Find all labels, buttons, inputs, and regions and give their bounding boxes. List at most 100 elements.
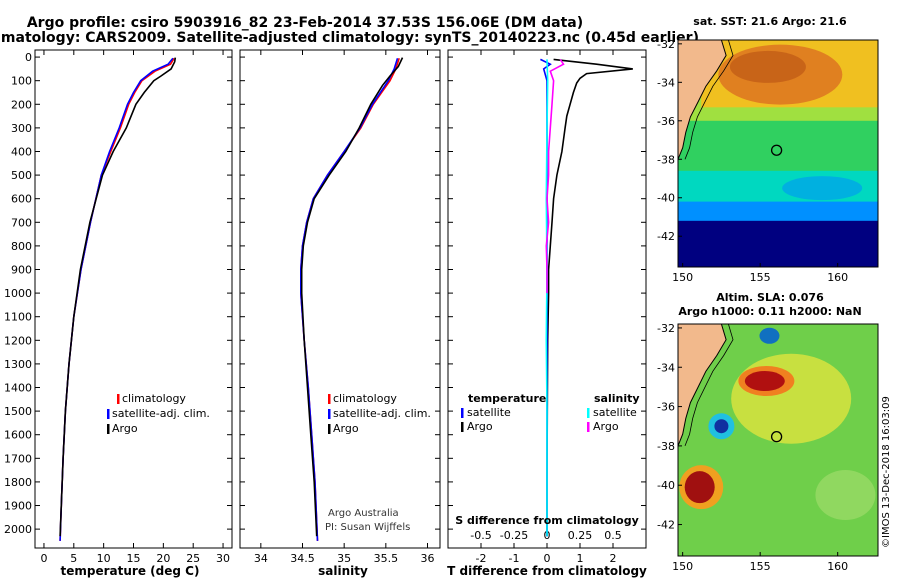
figure-title-line2: Climatology: CARS2009. Satellite-adjuste… <box>0 30 699 46</box>
depth-tick-label: 1800 <box>4 476 32 489</box>
depth-tick-label: 600 <box>11 193 32 206</box>
coastline <box>678 324 727 447</box>
x-tick-label: 25 <box>186 552 200 565</box>
series-sal-satellite <box>545 59 549 537</box>
panel-frame <box>34 49 233 549</box>
lat-tick-label: -38 <box>657 440 675 453</box>
x-tick-label: 20 <box>156 552 170 565</box>
land <box>678 324 727 446</box>
diff-legend-sal-argo: Argo <box>593 420 619 433</box>
sla-map-title: Altim. SLA: 0.076 <box>716 291 824 304</box>
shelf-contour <box>684 324 734 447</box>
lat-tick-label: -32 <box>657 322 675 335</box>
lat-tick-label: -38 <box>657 153 675 166</box>
figure-title-line1: Argo profile: csiro 5903916_82 23-Feb-20… <box>27 15 583 31</box>
top-tick-label: 0.25 <box>568 529 593 542</box>
sla-high2-core <box>684 471 715 504</box>
series-sal-argo <box>545 58 565 294</box>
top-tick-label: -0.25 <box>500 529 528 542</box>
sal-legend-satellite: satellite-adj. clim. <box>333 407 431 420</box>
diff-legend-temp-header: temperature <box>468 392 546 405</box>
legend-marker-sal-argo <box>587 422 590 432</box>
sla-map: -32 -34 -36 -38 -40 -42 150 155 160 <box>657 322 879 573</box>
top-tick-label: -0.5 <box>470 529 491 542</box>
legend-marker-argo <box>107 424 110 434</box>
sst-cyan-patch <box>782 176 863 201</box>
diff-legend-sal-sat: satellite <box>593 406 637 419</box>
x-tick-label: 2 <box>610 552 617 565</box>
temp-legend-climatology: climatology <box>122 392 186 405</box>
diff-xlabel: T difference from climatology <box>447 564 647 578</box>
x-tick-label: 34.5 <box>290 552 315 565</box>
argo-position-marker <box>770 144 783 156</box>
x-tick-label: 35.5 <box>374 552 399 565</box>
panel-frame <box>239 49 441 549</box>
temp-legend-argo: Argo <box>112 422 138 435</box>
legend-marker-climatology <box>328 394 331 404</box>
x-tick-label: 36 <box>421 552 435 565</box>
x-tick-label: 34 <box>254 552 268 565</box>
depth-tick-label: 500 <box>11 169 32 182</box>
temperature-panel: 0100200300400500600700800900100011001200… <box>4 49 233 565</box>
lat-tick-label: -42 <box>657 230 675 243</box>
diff-legend-temp-sat: satellite <box>467 406 511 419</box>
legend-marker-temp-satellite <box>461 408 464 418</box>
sla-field-patch <box>815 470 876 521</box>
salinity-xlabel: salinity <box>318 564 368 578</box>
sal-note-1: Argo Australia <box>328 508 399 519</box>
sla-map-subtitle: Argo h1000: 0.11 h2000: NaN <box>678 305 861 318</box>
lat-tick-label: -32 <box>657 38 675 51</box>
x-tick-label: -1 <box>509 552 520 565</box>
sst-map-title: sat. SST: 21.6 Argo: 21.6 <box>693 15 847 28</box>
x-tick-label: 5 <box>70 552 77 565</box>
sla-low-core <box>714 419 729 434</box>
x-tick-label: 30 <box>216 552 230 565</box>
lat-tick-label: -40 <box>657 192 675 205</box>
depth-tick-label: 2000 <box>4 523 32 536</box>
diff-legend-sal-header: salinity <box>594 392 640 405</box>
top-tick-label: 0.5 <box>604 529 622 542</box>
lon-tick-label: 160 <box>827 271 848 284</box>
argo-position-marker <box>770 431 783 443</box>
x-tick-label: 15 <box>127 552 141 565</box>
depth-tick-label: 0 <box>25 51 32 64</box>
depth-tick-label: 800 <box>11 240 32 253</box>
x-tick-label: 0 <box>544 552 551 565</box>
diff-legend-temp-argo: Argo <box>467 420 493 433</box>
temp-legend-satellite: satellite-adj. clim. <box>112 407 210 420</box>
depth-tick-label: 300 <box>11 122 32 135</box>
series-temp-argo <box>546 58 633 537</box>
map-layers <box>678 324 878 556</box>
lon-tick-label: 150 <box>672 271 693 284</box>
legend-marker-temp-argo <box>461 422 464 432</box>
lat-tick-label: -36 <box>657 115 675 128</box>
legend-marker-satellite <box>107 409 110 419</box>
legend-marker-satellite <box>328 409 331 419</box>
depth-tick-label: 700 <box>11 216 32 229</box>
lat-tick-label: -34 <box>657 361 675 374</box>
legend-marker-sal-satellite <box>587 408 590 418</box>
shelf-contour <box>684 40 734 160</box>
diff-xlabel-top: S difference from climatology <box>455 514 639 527</box>
depth-tick-label: 1900 <box>4 500 32 513</box>
lat-tick-label: -36 <box>657 401 675 414</box>
series-argo <box>300 57 404 537</box>
sla-low2-core <box>759 327 780 344</box>
x-tick-label: 10 <box>97 552 111 565</box>
depth-tick-label: 1700 <box>4 452 32 465</box>
depth-tick-label: 100 <box>11 75 32 88</box>
depth-tick-label: 1100 <box>4 311 32 324</box>
temperature-xlabel: temperature (deg C) <box>61 564 200 578</box>
imos-credit: ©IMOS 13-Dec-2018 16:03:09 <box>881 396 892 548</box>
x-tick-label: 0 <box>40 552 47 565</box>
lon-tick-label: 160 <box>827 560 848 573</box>
map-layers <box>678 40 878 267</box>
depth-tick-label: 1300 <box>4 358 32 371</box>
legend-marker-climatology <box>117 394 120 404</box>
lon-tick-label: 155 <box>750 560 771 573</box>
depth-tick-label: 1200 <box>4 334 32 347</box>
lat-tick-label: -34 <box>657 76 675 89</box>
sal-legend-argo: Argo <box>333 422 359 435</box>
